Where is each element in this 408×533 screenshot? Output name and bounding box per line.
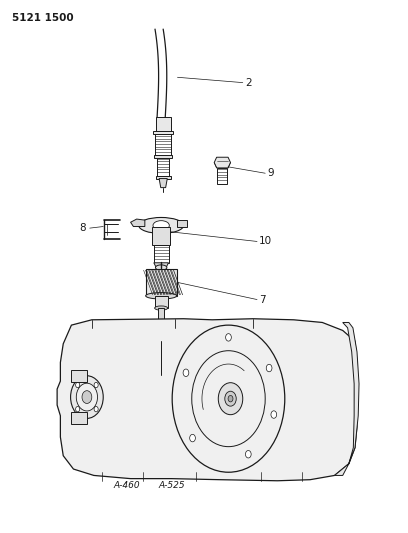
Polygon shape xyxy=(154,245,169,263)
Circle shape xyxy=(94,382,98,387)
Polygon shape xyxy=(57,319,357,481)
Polygon shape xyxy=(155,296,168,308)
Text: A-525: A-525 xyxy=(158,481,185,489)
Text: 8: 8 xyxy=(80,223,86,233)
Text: 9: 9 xyxy=(267,168,274,178)
Circle shape xyxy=(266,365,272,372)
Polygon shape xyxy=(156,117,171,131)
Circle shape xyxy=(271,411,277,418)
Polygon shape xyxy=(154,263,169,269)
Circle shape xyxy=(75,382,80,387)
Circle shape xyxy=(75,407,80,412)
Ellipse shape xyxy=(146,293,177,299)
Circle shape xyxy=(246,450,251,458)
Circle shape xyxy=(226,334,231,341)
Ellipse shape xyxy=(155,265,167,270)
Polygon shape xyxy=(158,308,164,341)
Circle shape xyxy=(225,391,236,406)
Circle shape xyxy=(71,376,103,418)
Polygon shape xyxy=(154,155,172,158)
Text: 7: 7 xyxy=(259,295,266,304)
Circle shape xyxy=(183,369,189,376)
Text: 5121 1500: 5121 1500 xyxy=(12,13,74,23)
Circle shape xyxy=(228,395,233,402)
Polygon shape xyxy=(71,412,87,424)
Polygon shape xyxy=(157,158,169,176)
Ellipse shape xyxy=(153,221,169,230)
Text: 10: 10 xyxy=(259,237,272,246)
Polygon shape xyxy=(156,176,171,179)
Polygon shape xyxy=(71,370,87,382)
Text: A-460: A-460 xyxy=(113,481,140,489)
Polygon shape xyxy=(153,131,173,134)
Polygon shape xyxy=(335,322,359,475)
Polygon shape xyxy=(152,227,170,245)
Polygon shape xyxy=(155,134,171,155)
Polygon shape xyxy=(131,219,145,227)
Polygon shape xyxy=(177,220,187,227)
Ellipse shape xyxy=(155,306,168,310)
Polygon shape xyxy=(159,179,167,188)
Polygon shape xyxy=(146,269,177,296)
Circle shape xyxy=(94,407,98,412)
Ellipse shape xyxy=(139,217,184,233)
Polygon shape xyxy=(214,157,231,168)
Circle shape xyxy=(172,325,285,472)
Circle shape xyxy=(76,383,98,411)
Polygon shape xyxy=(217,168,227,184)
Circle shape xyxy=(82,391,92,403)
Circle shape xyxy=(218,383,243,415)
Circle shape xyxy=(190,434,195,442)
Text: 2: 2 xyxy=(245,78,251,87)
